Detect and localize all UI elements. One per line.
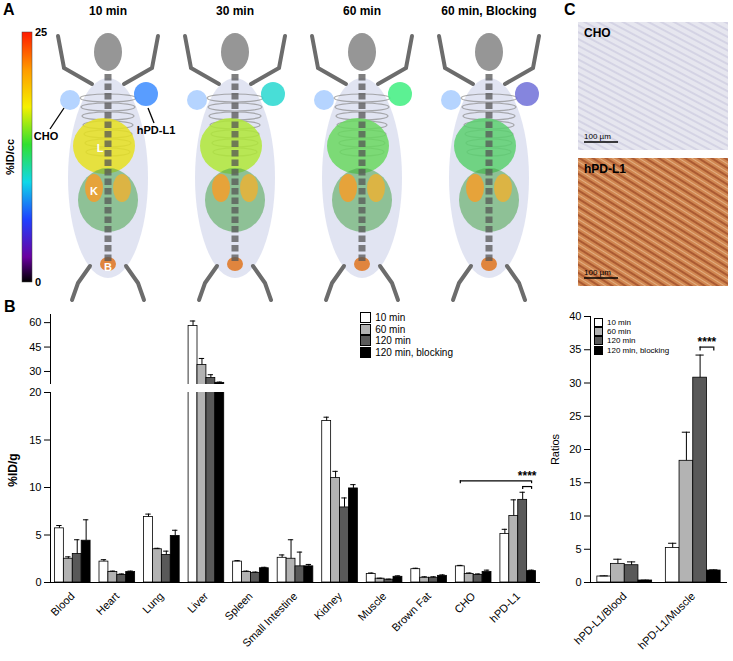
svg-text:C: C (564, 1, 576, 18)
svg-text:Spleen: Spleen (222, 590, 255, 623)
svg-text:35: 35 (569, 343, 581, 355)
svg-text:hPD-L1/Blood: hPD-L1/Blood (572, 590, 629, 647)
svg-text:Small Intestine: Small Intestine (240, 590, 300, 650)
html-text:120 min: 120 min (375, 335, 411, 346)
svg-text:5: 5 (35, 529, 41, 541)
html-text:10 min: 10 min (375, 312, 406, 323)
html-text:120 min, blocking: 120 min, blocking (607, 345, 670, 355)
svg-text:hPD-L1: hPD-L1 (487, 590, 522, 625)
html-text:60 min: 60 min (607, 327, 631, 337)
svg-text:10: 10 (29, 481, 41, 493)
svg-text:hPD-L1: hPD-L1 (137, 124, 176, 136)
svg-text:10: 10 (569, 510, 581, 522)
svg-text:100 µm: 100 µm (584, 132, 611, 141)
svg-text:60 min, Blocking: 60 min, Blocking (441, 4, 536, 18)
svg-text:Muscle: Muscle (355, 590, 388, 623)
svg-text:CHO: CHO (34, 130, 59, 142)
html-text:120 min: 120 min (607, 336, 636, 346)
svg-text:30: 30 (29, 365, 41, 377)
html-text:B: B (4, 298, 16, 315)
svg-text:25: 25 (569, 410, 581, 422)
html-text:10 min: 10 min (607, 318, 631, 327)
svg-text:CHO: CHO (584, 26, 611, 40)
svg-text:60 min: 60 min (343, 4, 381, 18)
svg-text:60: 60 (29, 316, 41, 328)
svg-text:B: B (104, 261, 112, 273)
svg-text:30 min: 30 min (216, 4, 254, 18)
svg-text:15: 15 (569, 476, 581, 488)
svg-text:Blood: Blood (48, 590, 76, 618)
svg-text:hPD-L1/Muscle: hPD-L1/Muscle (635, 590, 697, 652)
svg-text:0: 0 (575, 576, 581, 588)
svg-text:A: A (3, 1, 15, 18)
svg-text:0: 0 (35, 576, 41, 588)
svg-text:%ID/cc: %ID/cc (4, 139, 16, 175)
svg-text:100 µm: 100 µm (584, 268, 611, 277)
svg-text:Kidney: Kidney (312, 589, 345, 622)
svg-text:20: 20 (29, 386, 41, 398)
svg-text:5: 5 (575, 543, 581, 555)
svg-text:40: 40 (569, 310, 581, 322)
html-text:%ID/g: %ID/g (6, 453, 20, 487)
svg-text:15: 15 (29, 434, 41, 446)
html-text:60 min: 60 min (375, 323, 406, 335)
svg-text:Lung: Lung (140, 590, 166, 616)
svg-text:K: K (90, 185, 98, 197)
svg-text:20: 20 (569, 443, 581, 455)
svg-text:hPD-L1: hPD-L1 (584, 162, 626, 176)
svg-text:Brown Fat: Brown Fat (389, 590, 433, 634)
svg-text:CHO: CHO (452, 589, 478, 615)
svg-text:Ratios: Ratios (549, 433, 561, 465)
svg-text:30: 30 (569, 377, 581, 389)
svg-text:****: **** (698, 335, 717, 349)
svg-text:25: 25 (35, 26, 47, 38)
svg-text:L: L (97, 142, 104, 154)
svg-text:45: 45 (29, 341, 41, 353)
svg-text:10 min: 10 min (89, 4, 127, 18)
svg-text:****: **** (518, 469, 537, 483)
svg-text:Heart: Heart (94, 590, 122, 618)
html-text:120 min, blocking: 120 min, blocking (375, 346, 453, 358)
svg-text:0: 0 (35, 276, 41, 288)
svg-text:Liver: Liver (185, 590, 211, 616)
